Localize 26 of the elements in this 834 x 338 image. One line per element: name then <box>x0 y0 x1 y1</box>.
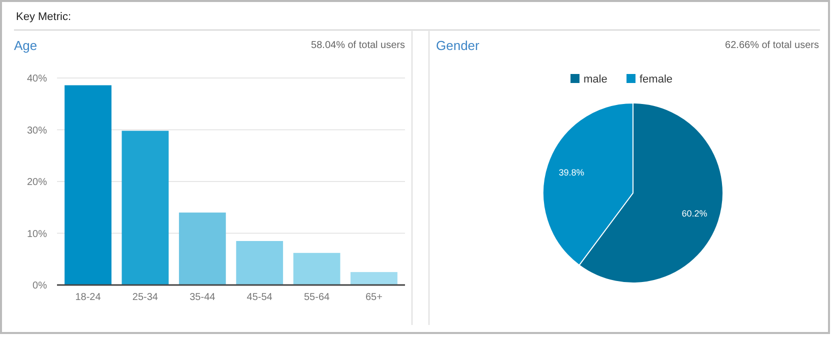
x-tick-label: 55-64 <box>304 292 330 303</box>
data-label: 60.2% <box>682 208 708 218</box>
bar <box>293 252 340 285</box>
legend-label: male <box>584 74 608 86</box>
y-tick-label: 0% <box>32 280 48 292</box>
y-tick-label: 40% <box>26 74 48 84</box>
x-tick-label: 35-44 <box>190 292 216 303</box>
legend-label: female <box>640 74 673 86</box>
y-tick-label: 30% <box>26 125 48 136</box>
y-tick-label: 20% <box>26 177 48 188</box>
x-tick-label: 45-54 <box>246 292 273 303</box>
data-label: 39.8% <box>558 168 584 178</box>
text: Key Metric: <box>16 11 72 23</box>
x-tick-label: 65+ <box>365 292 383 303</box>
bar <box>236 241 284 285</box>
chart-subtitle: 58.04% of total users <box>311 40 405 51</box>
text: 62.66% of total users <box>725 40 819 51</box>
bar <box>64 85 112 285</box>
chart-title: Gender <box>436 38 480 53</box>
chart-title: Age <box>14 38 38 53</box>
bar <box>178 212 226 285</box>
y-tick-label: 10% <box>26 228 48 240</box>
x-tick-label: 18-24 <box>75 292 102 303</box>
x-tick-label: 25-34 <box>132 292 158 303</box>
bar <box>350 272 398 285</box>
bar <box>122 130 169 285</box>
